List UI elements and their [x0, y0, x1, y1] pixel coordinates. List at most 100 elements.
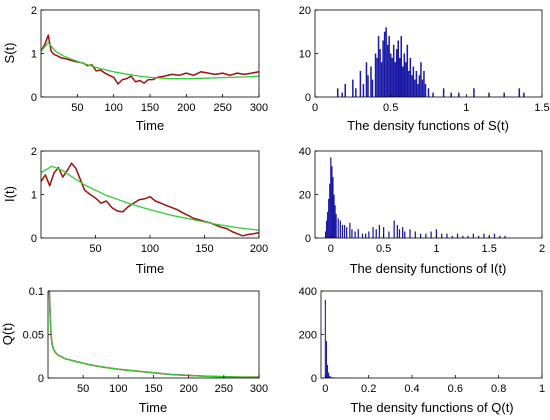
x-tick-label: 0.5	[383, 102, 398, 114]
histogram-bar	[371, 79, 374, 97]
y-tick-label: 1	[31, 49, 37, 61]
histogram-bar	[339, 220, 341, 238]
histogram-bar	[344, 83, 347, 97]
histogram-bar	[450, 92, 452, 97]
histogram-bar	[325, 220, 328, 238]
axes-box	[47, 290, 260, 379]
histogram-bar	[396, 224, 398, 238]
histogram-bar	[446, 233, 448, 238]
histogram-bar	[402, 66, 404, 97]
histogram-bar	[365, 233, 367, 238]
x-tick-label: 0	[328, 243, 334, 255]
histogram-bar	[378, 224, 381, 238]
x-tick-label: 1	[539, 383, 545, 395]
y-tick-label: 0	[305, 92, 311, 104]
bars	[324, 299, 348, 378]
y-tick-label: 200	[299, 330, 317, 342]
y-tick-label: 40	[299, 146, 311, 158]
histogram-bar	[341, 224, 344, 238]
histogram-bar	[493, 233, 496, 238]
histogram-bar	[442, 88, 445, 97]
histogram-bar	[349, 222, 351, 238]
histogram-bar	[406, 44, 409, 97]
histogram-bar	[435, 229, 438, 238]
histogram-bar	[503, 92, 505, 97]
x-tick-label: 150	[195, 243, 213, 255]
histogram-bar	[458, 92, 460, 97]
histogram-bar	[328, 198, 330, 238]
y-tick-label: 0	[38, 373, 44, 385]
histogram-bar	[325, 341, 327, 378]
histogram-bar	[392, 44, 395, 97]
y-tick-label: 0	[305, 233, 311, 245]
histogram-bar	[403, 53, 406, 97]
ylabel-s: S(t)	[2, 43, 17, 64]
histogram-bar	[352, 79, 354, 97]
histogram-bar	[334, 205, 336, 238]
x-tick-label: 100	[104, 102, 122, 114]
histogram-bar	[377, 36, 380, 97]
x-tick-label: 50	[71, 102, 83, 114]
x-tick-label: 100	[141, 243, 159, 255]
histogram-bar	[326, 364, 329, 378]
histogram-bar	[365, 62, 368, 97]
histogram-bar	[391, 57, 393, 97]
histogram-bar	[330, 157, 332, 238]
x-tick-label: 1.5	[482, 243, 497, 255]
histogram-bar	[370, 66, 372, 97]
histogram-bar	[421, 79, 424, 97]
x-tick-label: 300	[250, 102, 268, 114]
panel-s-density: The density functions of S(t) 0 0.5 1 1.5 0 1…	[299, 5, 550, 133]
histogram-bar	[425, 233, 427, 238]
histogram-bar	[329, 375, 331, 378]
histogram-bar	[415, 70, 418, 97]
ylabel-i: I(t)	[2, 186, 17, 202]
histogram-bar	[346, 227, 348, 238]
deterministic-line	[41, 41, 259, 80]
xlabel-s-density: The density functions of S(t)	[347, 118, 509, 133]
histogram-bar	[432, 92, 434, 97]
lines	[48, 291, 259, 378]
y-tick-label: 20	[299, 190, 311, 202]
x-tick-label: 0.4	[404, 383, 419, 395]
histogram-bar	[383, 31, 386, 97]
y-tick-label: 10	[299, 49, 311, 61]
x-tick-label: 150	[144, 383, 162, 395]
x-tick-label: 1	[433, 243, 439, 255]
histogram-bar	[374, 53, 377, 97]
histogram-bar	[331, 166, 333, 238]
histogram-bar	[327, 211, 329, 238]
xlabel-q-density: The density functions of Q(t)	[350, 400, 513, 415]
histogram-bar	[354, 231, 356, 238]
histogram-bar	[375, 229, 377, 238]
x-tick-label: 100	[109, 383, 127, 395]
histogram-bar	[343, 224, 346, 238]
x-tick-label: 50	[89, 243, 101, 255]
panel-q-density: The density functions of Q(t) 0 0.2 0.4 0.6…	[299, 286, 545, 415]
xlabel-i-time: Time	[136, 261, 164, 276]
deterministic-line	[48, 291, 259, 378]
histogram-bar	[385, 27, 387, 97]
y-tick-label: 2	[31, 5, 37, 17]
histogram-bar	[355, 88, 357, 97]
histogram-bar	[324, 231, 327, 238]
histogram-bar	[518, 88, 521, 97]
stochastic-line	[41, 34, 259, 85]
lines	[41, 162, 259, 237]
lines	[41, 34, 259, 85]
histogram-bar	[337, 218, 339, 238]
histogram-bar	[420, 62, 422, 97]
histogram-bar	[462, 235, 464, 238]
panel-s-time: S(t) Time 50 100 150 200 250 300 0 1 2	[2, 5, 268, 133]
histogram-bar	[409, 229, 411, 238]
axes-box	[314, 9, 543, 98]
histogram-bar	[401, 227, 404, 238]
histogram-bar	[397, 40, 399, 97]
x-tick-label: 250	[213, 102, 231, 114]
histogram-bar	[357, 229, 359, 238]
histogram-bar	[389, 53, 392, 97]
histogram-bar	[483, 233, 485, 238]
histogram-bar	[430, 231, 432, 238]
y-tick-label: 400	[299, 286, 317, 298]
xlabel-q-time: Time	[139, 400, 167, 415]
